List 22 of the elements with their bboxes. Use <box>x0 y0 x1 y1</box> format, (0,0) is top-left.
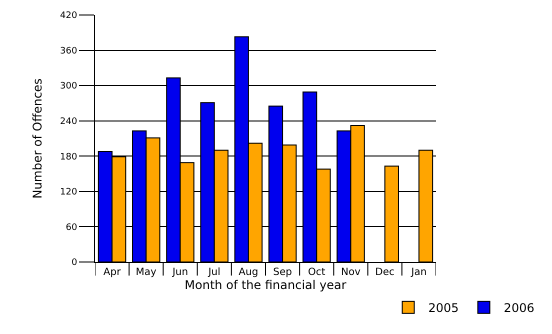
y-tick-label: 120 <box>60 188 78 198</box>
y-axis-title: Number of Offences <box>30 78 44 199</box>
y-tick-label: 180 <box>60 152 78 162</box>
x-tick-label: Nov <box>340 267 361 278</box>
y-tick-label: 0 <box>71 258 78 268</box>
y-tick-label: 300 <box>60 82 78 92</box>
x-tick-label: Jul <box>207 267 220 278</box>
x-tick-label: Dec <box>375 267 395 278</box>
y-tick-label: 420 <box>60 11 78 22</box>
x-tick-label: May <box>136 267 157 278</box>
y-tick-label: 60 <box>66 222 78 233</box>
x-tick-label: Sep <box>273 267 292 278</box>
legend-label: 2006 <box>504 301 534 316</box>
x-tick-label: Jun <box>171 267 188 278</box>
x-tick-label: Oct <box>308 267 326 278</box>
x-tick-label: Aug <box>238 267 258 278</box>
legend-label: 2005 <box>428 301 459 316</box>
y-tick-label: 240 <box>60 117 78 128</box>
x-tick-label: Apr <box>103 267 122 278</box>
y-tick-label: 360 <box>60 46 78 56</box>
x-tick-label: Jan <box>410 267 427 278</box>
x-axis-title: Month of the financial year <box>184 278 346 292</box>
